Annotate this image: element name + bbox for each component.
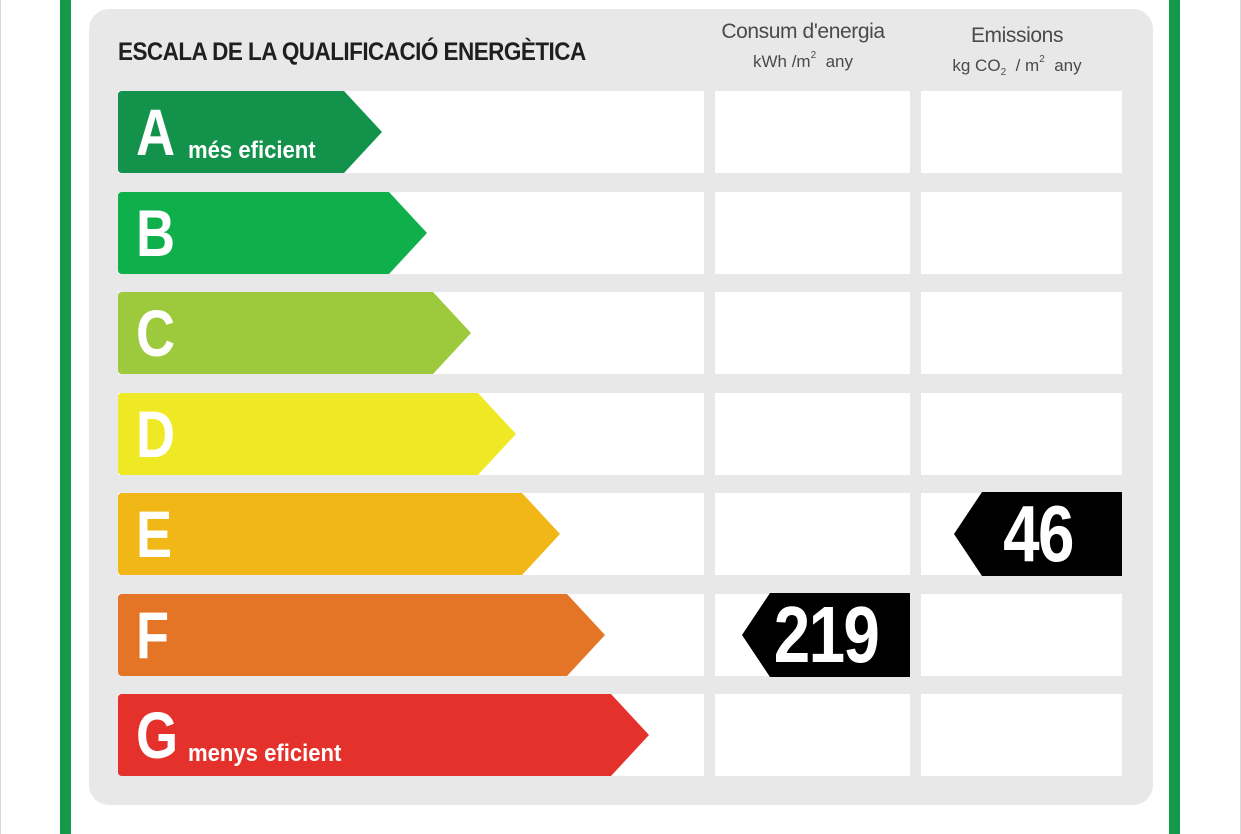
emissions-rating-marker: 46 — [954, 492, 1122, 576]
frame-border-left — [60, 0, 71, 834]
consumption-cell — [715, 192, 910, 274]
band-letter: E — [136, 497, 173, 571]
energy-band-b: B — [118, 192, 427, 274]
energy-band-arrow — [118, 393, 516, 475]
emissions-unit: kg CO2 / m2 any — [952, 54, 1082, 78]
rating-row-b: B — [118, 192, 1122, 274]
band-letter: B — [136, 196, 176, 270]
energy-band-d: D — [118, 393, 516, 475]
band-letter: A — [136, 95, 176, 169]
emissions-cell: 46 — [921, 492, 1122, 576]
emissions-column-header: Emissions kg CO2 / m2 any — [917, 24, 1117, 78]
band-letter: D — [136, 397, 176, 471]
rating-row-f: F 219 — [118, 593, 1122, 677]
band-cell: C — [118, 292, 704, 374]
consumption-rating-marker-shape — [742, 593, 910, 677]
energy-band-shape — [118, 292, 471, 374]
energy-band-shape — [118, 91, 382, 173]
band-cell: F — [118, 594, 704, 676]
energy-band-shape — [118, 393, 516, 475]
band-letter: C — [136, 296, 176, 370]
energy-band-shape — [118, 493, 560, 575]
band-description: més eficient — [188, 137, 316, 164]
emissions-rating-marker-arrow — [954, 492, 1122, 576]
energy-band-shape — [118, 192, 427, 274]
emissions-rating-marker-shape — [954, 492, 1122, 576]
energy-band-arrow — [118, 694, 649, 776]
energy-band-e: E — [118, 493, 560, 575]
frame-border-right — [1169, 0, 1180, 834]
emissions-cell — [921, 694, 1122, 776]
consumption-cell — [715, 393, 910, 475]
consumption-rating-marker-arrow — [742, 593, 910, 677]
band-description: menys eficient — [188, 740, 342, 767]
energy-band-c: C — [118, 292, 471, 374]
band-letter: G — [136, 698, 179, 772]
rating-row-e: E 46 — [118, 492, 1122, 576]
consumption-cell — [715, 292, 910, 374]
consumption-cell — [715, 493, 910, 575]
scale-title: ESCALA DE LA QUALIFICACIÓ ENERGÈTICA — [118, 38, 586, 66]
energy-band-arrow — [118, 292, 471, 374]
energy-band-arrow — [118, 192, 427, 274]
energy-band-arrow — [118, 594, 605, 676]
energy-band-f: F — [118, 594, 605, 676]
energy-band-arrow — [118, 493, 560, 575]
consumption-cell — [715, 694, 910, 776]
energy-band-shape — [118, 594, 605, 676]
band-cell: D — [118, 393, 704, 475]
band-cell: B — [118, 192, 704, 274]
band-letter: F — [136, 598, 170, 672]
rating-row-d: D — [118, 393, 1122, 475]
emissions-cell — [921, 393, 1122, 475]
emissions-rating-marker-value: 46 — [1003, 489, 1074, 578]
emissions-cell — [921, 594, 1122, 676]
consumption-unit: kWh /m2 any — [752, 50, 854, 71]
emissions-cell — [921, 91, 1122, 173]
consumption-rating-marker-value: 219 — [773, 590, 880, 679]
emissions-cell — [921, 192, 1122, 274]
consumption-cell: 219 — [715, 593, 910, 677]
consumption-cell — [715, 91, 910, 173]
energy-band-arrow — [118, 91, 382, 173]
energy-band-shape — [118, 694, 649, 776]
band-cell: E — [118, 493, 704, 575]
emissions-heading: Emissions — [970, 24, 1064, 47]
consumption-heading: Consum d'energia — [721, 20, 885, 43]
page-edge-left — [0, 0, 1, 834]
consumption-rating-marker: 219 — [742, 593, 910, 677]
consumption-column-header: Consum d'energia kWh /m2 any — [703, 20, 903, 72]
emissions-cell — [921, 292, 1122, 374]
rating-row-c: C — [118, 292, 1122, 374]
